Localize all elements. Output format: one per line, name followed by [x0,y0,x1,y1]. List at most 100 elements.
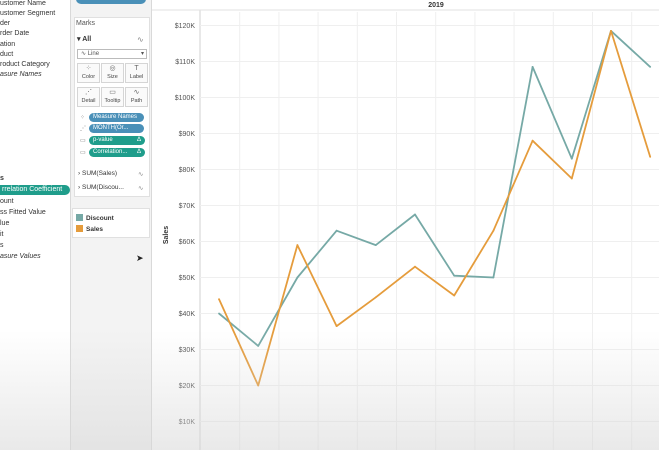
data-point-discount[interactable] [531,66,534,68]
marks-title: Marks [76,20,96,27]
data-point-discount[interactable] [218,312,220,315]
field-pill[interactable]: Measure Names [89,113,144,122]
pill-label: MONTH(Or... [93,125,129,131]
dimension-field[interactable]: ustomer Name [0,0,46,7]
field-pill[interactable]: Correlation... Δ [89,148,145,157]
line-type-icon: ∿ [81,51,88,57]
size-button[interactable]: ◎ Size [101,63,124,83]
dimension-field[interactable]: duct [0,51,14,58]
data-point-sales[interactable] [649,156,652,158]
pill-shelf-icon: ▭ [80,138,86,144]
data-point-sales[interactable] [374,296,377,299]
series-line-sales[interactable] [218,29,652,387]
y-tick-label: $50K [179,275,196,282]
data-point-discount[interactable] [570,157,573,160]
button-label: Detail [81,98,96,104]
path-button[interactable]: ∿ Path [125,87,148,107]
label-icon: T [134,65,139,72]
tooltip-button[interactable]: ▭ Tooltip [101,87,124,107]
measure-field[interactable]: it [0,231,4,238]
size-icon: ◎ [109,65,116,72]
y-tick-label: $100K [175,95,196,102]
measure-field[interactable]: lue [0,220,10,227]
y-axis-label: Sales [163,226,170,244]
path-icon: ∿ [133,89,140,96]
color-button[interactable]: ⁘ Color [77,63,100,83]
legend-item[interactable]: Discount [76,214,114,222]
data-point-discount[interactable] [492,276,495,279]
button-label: Label [129,74,144,80]
button-label: Path [130,98,143,104]
measures-header: s [0,175,4,182]
line-mark-icon: ∿ [138,185,144,192]
data-point-discount[interactable] [374,244,377,247]
measure-field[interactable]: rrelation Coefficient [0,185,70,195]
dimension-field[interactable]: ustomer Segment [0,10,56,17]
y-tick-label: $40K [179,311,196,318]
label-button[interactable]: T Label [125,63,148,83]
measure-field[interactable]: asure Values [0,253,41,260]
y-tick-label: $10K [179,419,196,426]
data-point-sales[interactable] [610,30,612,32]
data-point-sales[interactable] [492,229,495,232]
table-calc-delta-icon: Δ [136,149,141,155]
detail-icon: ⋰ [85,89,92,96]
dimension-field[interactable]: rder Date [0,30,30,37]
y-tick-label: $30K [179,347,196,354]
data-point-discount[interactable] [335,229,338,232]
data-point-discount[interactable] [257,345,260,347]
button-label: Tooltip [104,98,121,104]
data-point-discount[interactable] [453,274,456,277]
legend-swatch [76,214,83,221]
measure-marks-card[interactable]: › SUM(Sales) ∿ [78,170,143,178]
measure-field[interactable]: ount [0,198,14,205]
pill-shelf-icon: ▭ [80,150,86,156]
tooltip-icon: ▭ [109,89,116,96]
data-point-sales[interactable] [218,298,220,300]
legend-item[interactable]: Sales [76,225,103,233]
field-pill[interactable]: MONTH(Or... [89,124,144,133]
data-point-sales[interactable] [257,384,260,387]
legend-swatch [76,225,83,232]
chart-title: 2019 [428,2,444,9]
sum-row-label: SUM(Discou... [81,184,124,191]
data-point-discount[interactable] [649,66,652,68]
dimension-field[interactable]: asure Names [0,71,42,78]
data-point-sales[interactable] [335,325,338,327]
detail-button[interactable]: ⋰ Detail [77,87,100,107]
mark-type-select[interactable]: ∿ Line ▾ [77,49,147,59]
line-mark-icon: ∿ [138,171,144,178]
y-tick-label: $90K [179,131,196,138]
dimension-field[interactable]: roduct Category [0,61,50,68]
data-point-sales[interactable] [296,244,299,247]
marks-all-toggle[interactable]: ▾ All [77,35,91,43]
series-line-discount[interactable] [218,29,651,347]
data-point-sales[interactable] [414,265,416,268]
marks-all-label: All [82,36,92,43]
measure-field[interactable]: s [0,242,4,249]
dimension-field[interactable]: ation [0,41,16,48]
chevron-right-icon: › [78,170,82,177]
button-label: Color [81,74,96,80]
marks-card [74,17,150,197]
legend-card [72,208,150,238]
y-tick-label: $110K [175,59,195,66]
y-tick-label: $120K [175,23,196,30]
measure-field[interactable]: ss Fitted Value [0,209,46,216]
data-point-sales[interactable] [531,139,534,142]
pill-shelf-icon: ⁘ [80,115,86,121]
chevron-right-icon: › [78,184,82,191]
data-point-discount[interactable] [414,213,416,216]
chevron-down-icon: ▾ [140,51,144,57]
field-pill[interactable]: p-value Δ [89,136,145,145]
data-point-discount[interactable] [296,276,299,279]
mark-type-value: Line [87,51,100,57]
button-label: Size [107,74,118,80]
color-icon: ⁘ [85,65,92,72]
pill-label: Measure Names [93,114,138,120]
data-point-sales[interactable] [453,294,456,297]
columns-pill[interactable] [76,0,146,4]
measure-marks-card[interactable]: › SUM(Discou... ∿ [78,184,143,192]
data-point-sales[interactable] [570,177,573,180]
dimension-field[interactable]: der [0,20,11,27]
